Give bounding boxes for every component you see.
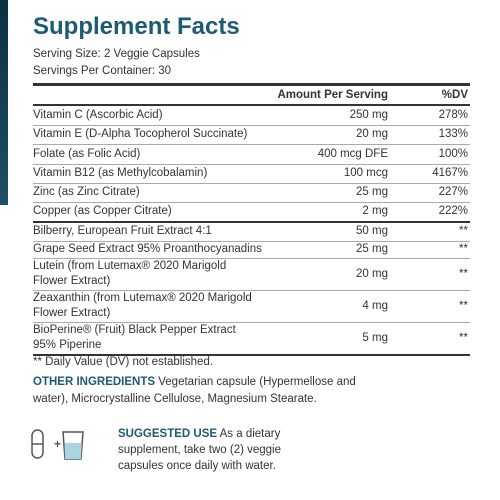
row-amount: 400 mcg DFE <box>317 147 388 160</box>
row-dv: 222% <box>438 205 468 218</box>
row-name: Grape Seed Extract 95% Proanthocyanadins <box>33 242 262 255</box>
serving-size: Serving Size: 2 Veggie Capsules <box>33 48 200 60</box>
row-name: Bilberry, European Fruit Extract 4:1 <box>33 225 212 238</box>
other-ingredients-text: Vegetarian capsule (Hypermellose and wat… <box>33 376 356 405</box>
rule <box>33 221 470 224</box>
row-name: Vitamin C (Ascorbic Acid) <box>33 109 163 122</box>
usage-icon: + <box>31 429 84 460</box>
row-amount: 20 mg <box>356 267 388 280</box>
rule <box>33 322 470 324</box>
column-header: %DV <box>441 89 468 101</box>
row-amount: 25 mg <box>356 242 388 255</box>
row-name: Zinc (as Zinc Citrate) <box>33 185 140 198</box>
row-amount: 25 mg <box>356 185 388 198</box>
row-name: Folate (as Folic Acid) <box>33 147 141 160</box>
row-amount: 250 mg <box>349 109 388 122</box>
row-dv: 133% <box>438 128 468 141</box>
row-dv: ** <box>459 225 468 238</box>
servings-per-container: Servings Per Container: 30 <box>33 65 172 77</box>
row-dv: ** <box>459 267 468 280</box>
row-dv: 4167% <box>432 166 468 179</box>
svg-text:+: + <box>54 437 61 451</box>
rule <box>33 290 470 292</box>
rule <box>33 125 470 127</box>
row-dv: 278% <box>438 109 468 122</box>
column-header: Amount Per Serving <box>277 89 388 101</box>
rule <box>33 258 470 260</box>
suggested-use: SUGGESTED USE As a dietary supplement, t… <box>118 426 308 474</box>
row-dv: ** <box>459 299 468 312</box>
row-amount: 50 mg <box>356 225 388 238</box>
rule <box>33 83 470 86</box>
row-name: Copper (as Copper Citrate) <box>33 205 172 218</box>
suggested-use-label: SUGGESTED USE <box>118 428 218 440</box>
row-name: Vitamin E (D-Alpha Tocopherol Succinate) <box>33 128 248 141</box>
rule <box>33 240 470 242</box>
row-name: Vitamin B12 (as Methylcobalamin) <box>33 166 208 179</box>
other-ingredients: OTHER INGREDIENTS Vegetarian capsule (Hy… <box>33 374 363 408</box>
title: Supplement Facts <box>33 13 240 40</box>
rule <box>33 104 470 106</box>
row-amount: 2 mg <box>362 205 388 218</box>
side-bar <box>0 0 8 205</box>
row-dv: ** <box>459 242 468 255</box>
row-amount: 20 mg <box>356 128 388 141</box>
row-name: BioPerine® (Fruit) Black Pepper Extract … <box>33 324 236 352</box>
row-dv: 100% <box>438 147 468 160</box>
rule <box>33 144 470 146</box>
rule <box>33 182 470 184</box>
row-amount: 5 mg <box>362 331 388 344</box>
row-dv: ** <box>459 331 468 344</box>
row-name: Zeaxanthin (from Lutemax® 2020 Marigold … <box>33 292 252 320</box>
row-amount: 4 mg <box>362 299 388 312</box>
rule <box>33 163 470 165</box>
suggested-use-text: As a dietary supplement, take two (2) ve… <box>118 428 282 472</box>
other-ingredients-label: OTHER INGREDIENTS <box>33 376 156 388</box>
rule <box>33 354 470 357</box>
row-name: Lutein (from Lutemax® 2020 Marigold Flow… <box>33 260 227 288</box>
row-amount: 100 mcg <box>343 166 388 179</box>
rule <box>33 202 470 203</box>
footnote: ** Daily Value (DV) not established. <box>33 356 214 368</box>
row-dv: 227% <box>438 185 468 198</box>
